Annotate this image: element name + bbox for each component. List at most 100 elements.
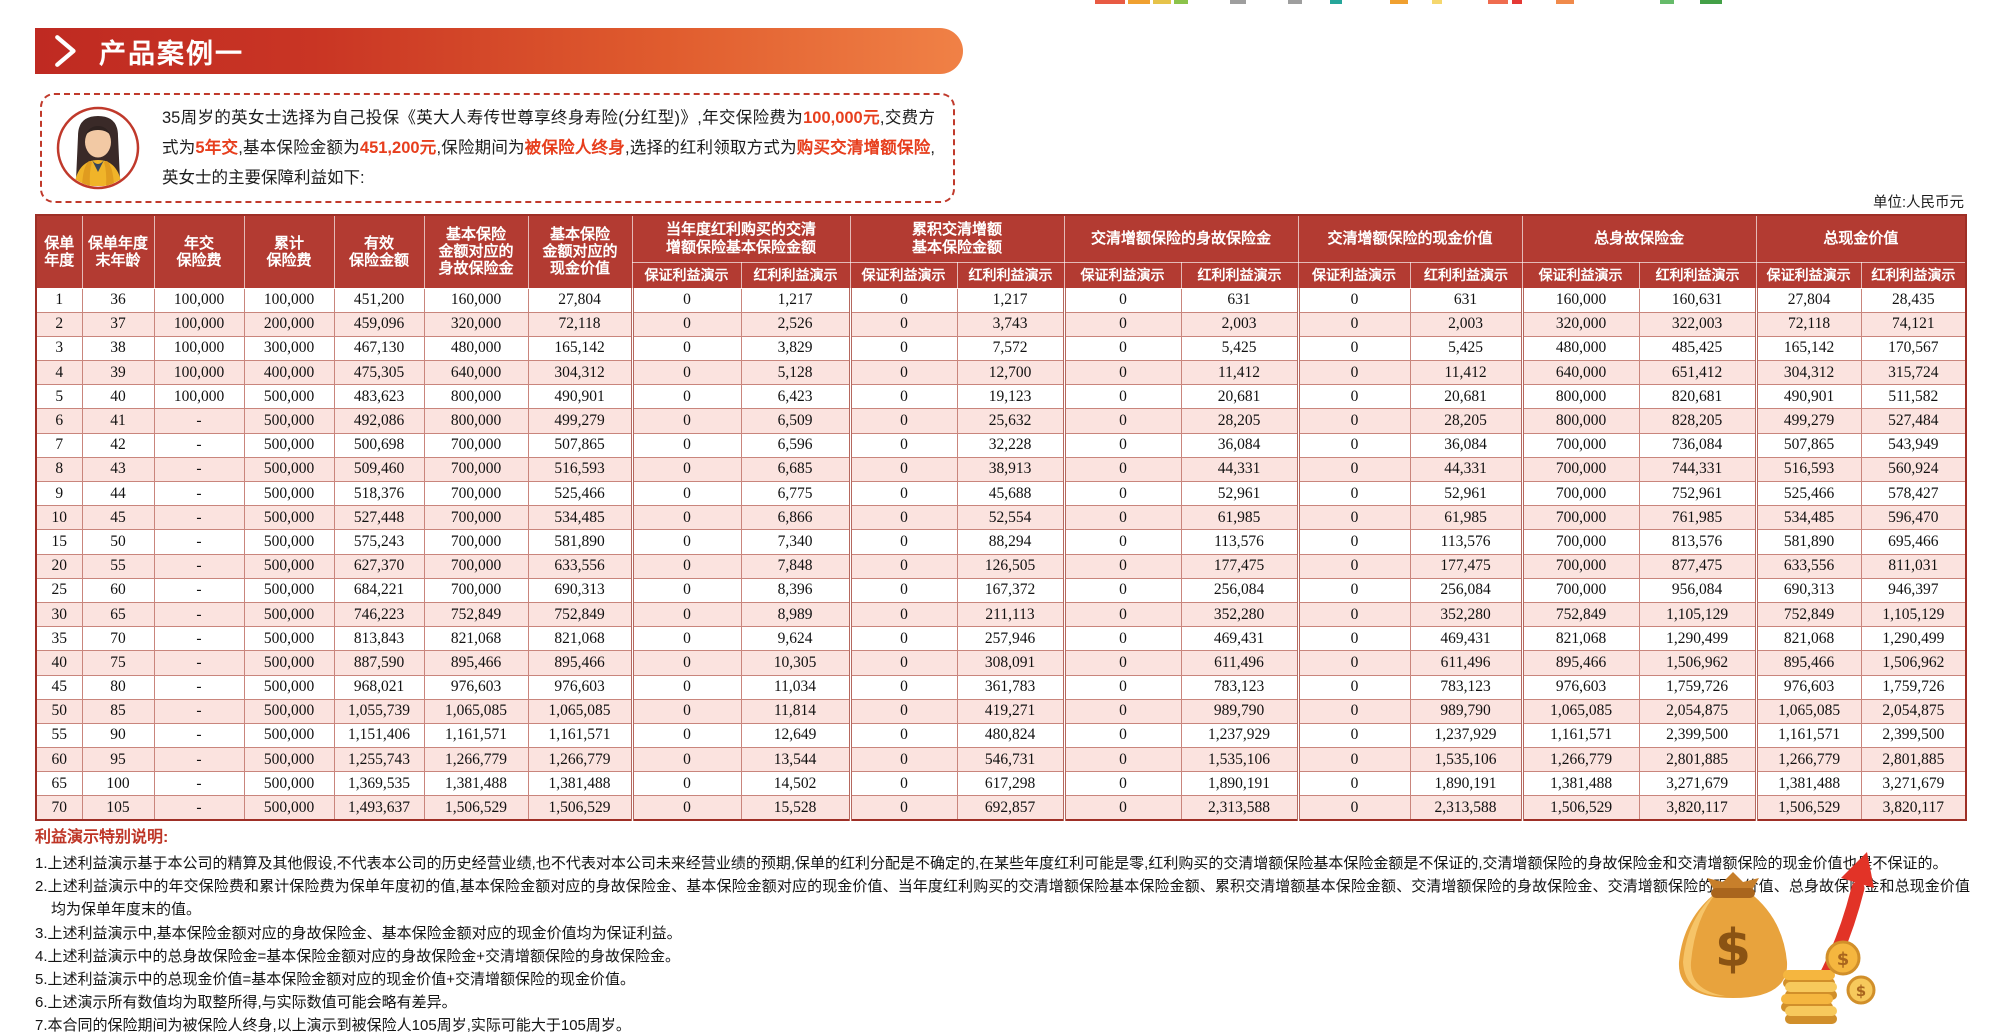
table-cell: 0 — [848, 698, 958, 724]
top-edge-artifact — [0, 0, 2000, 5]
table-cell: 783,123 — [1409, 674, 1523, 700]
table-cell: 44 — [81, 480, 155, 507]
table-cell: 44,331 — [1180, 456, 1299, 483]
table-cell: 500,000 — [243, 650, 335, 676]
table-cell: - — [153, 577, 245, 603]
table-cell: 36,084 — [1180, 432, 1299, 458]
table-cell: 95 — [81, 747, 155, 773]
group-header: 总现金价值 — [1755, 214, 1967, 264]
table-cell: 304,312 — [527, 360, 633, 386]
table-cell: 70 — [81, 626, 155, 652]
table-cell: 257,946 — [956, 626, 1065, 652]
table-cell: 61,985 — [1180, 505, 1299, 531]
table-body: 1 36 100,000 100,000 451,200 160,000 27,804 0 1,… — [35, 287, 1967, 821]
table-cell: 65 — [35, 771, 83, 797]
table-cell: 6,685 — [740, 456, 851, 483]
table-cell: 0 — [848, 577, 958, 603]
page-title: 产品案例一 — [99, 38, 244, 69]
table-cell: 752,849 — [527, 601, 633, 628]
table-cell: 821,068 — [1520, 626, 1640, 652]
notes-list: 1.上述利益演示基于本公司的精算及其他假设,不代表本公司的历史经营业绩,也不代表… — [35, 852, 1970, 1032]
benefit-table: 保单 年度 保单年度 末年龄 年交 保险费 累计 保险费 有效 保险金额 基本保险 金额对… — [35, 214, 1968, 822]
table-cell: 516,593 — [527, 456, 633, 483]
table-row: 50 85-500,000 1,055,739 1,065,085 1,065,085 0… — [35, 698, 1967, 724]
table-row: 3 38 100,000 300,000 467,130 480,000 165,142 0 3… — [35, 335, 1967, 362]
table-cell: 42 — [81, 432, 155, 458]
table-cell: 813,576 — [1638, 529, 1757, 555]
table-cell: 500,000 — [243, 553, 335, 579]
table-cell: 304,312 — [1754, 360, 1862, 386]
table-cell: 80 — [81, 674, 155, 700]
group-header: 当年度红利购买的交清 增额保险基本保险金额 — [631, 214, 851, 264]
table-cell: 38,913 — [956, 456, 1065, 483]
table-cell: 0 — [848, 335, 958, 362]
table-row: 1 36 100,000 100,000 451,200 160,000 27,804 0 1,… — [35, 287, 1967, 313]
table-cell: 534,485 — [527, 505, 633, 531]
table-cell: 0 — [630, 577, 742, 603]
table-cell: 0 — [630, 287, 742, 313]
column-header: 年交 保险费 — [153, 214, 245, 289]
table-cell: 27,804 — [1754, 287, 1862, 313]
table-cell: 700,000 — [423, 529, 529, 555]
table-cell: - — [153, 722, 245, 749]
table-cell: 10 — [35, 505, 83, 531]
table-cell: 0 — [848, 432, 958, 458]
table-cell: 0 — [630, 747, 742, 773]
table-cell: 0 — [1296, 287, 1411, 313]
table-cell: 3,820,117 — [1860, 795, 1967, 821]
table-cell: 167,372 — [956, 577, 1065, 603]
table-cell: 1,237,929 — [1180, 722, 1299, 749]
table-cell: 1,890,191 — [1409, 771, 1523, 797]
table-cell: 11,412 — [1180, 360, 1299, 386]
table-cell: 113,576 — [1409, 529, 1523, 555]
table-cell: 800,000 — [1520, 408, 1640, 434]
intro-highlight: 被保险人终身 — [524, 139, 625, 157]
table-cell: 744,331 — [1638, 456, 1757, 483]
table-cell: 52,961 — [1180, 480, 1299, 507]
table-cell: 105 — [81, 795, 155, 821]
intro-segment: ,交费方式为 — [162, 109, 935, 157]
table-cell: 0 — [848, 287, 958, 313]
table-cell: 0 — [1296, 529, 1411, 555]
table-cell: 700,000 — [1520, 505, 1640, 531]
table-cell: 581,890 — [1754, 529, 1862, 555]
table-cell: 90 — [81, 722, 155, 749]
table-cell: 25,632 — [956, 408, 1065, 434]
table-cell: 507,865 — [527, 432, 633, 458]
table-cell: 100 — [81, 771, 155, 797]
table-cell: 0 — [848, 553, 958, 579]
intro-segment: ,基本保险金额为 — [238, 139, 360, 157]
table-cell: 7 — [35, 432, 83, 458]
table-cell: - — [153, 626, 245, 652]
table-cell: 2,526 — [740, 311, 851, 337]
sub-column-header: 保证利益演示 — [849, 262, 958, 289]
table-cell: 811,031 — [1860, 553, 1967, 579]
table-cell: 700,000 — [423, 577, 529, 603]
table-row: 70 105-500,000 1,493,637 1,506,529 1,506,529… — [35, 795, 1967, 821]
table-cell: 0 — [848, 456, 958, 483]
intro-highlight: 5年交 — [195, 139, 239, 157]
table-cell: 0 — [1296, 505, 1411, 531]
table-cell: 0 — [1062, 456, 1182, 483]
table-cell: 0 — [630, 529, 742, 555]
table-cell: 100,000 — [153, 384, 245, 410]
table-cell: 0 — [1296, 674, 1411, 700]
table-cell: 28,435 — [1860, 287, 1967, 313]
table-cell: 315,724 — [1860, 360, 1967, 386]
table-cell: 1,266,779 — [423, 747, 529, 773]
table-cell: 611,496 — [1409, 650, 1523, 676]
table-cell: 19,123 — [956, 384, 1065, 410]
table-cell: 0 — [848, 505, 958, 531]
table-cell: 2,399,500 — [1638, 722, 1757, 749]
table-row: 8 43-500,000 509,460 700,000 516,593 0 6,685 0 3… — [35, 456, 1967, 483]
top-strip-segment — [1174, 0, 1188, 4]
notes-title: 利益演示特别说明: — [35, 829, 169, 846]
table-cell: 256,084 — [1180, 577, 1299, 603]
table-cell: 700,000 — [423, 432, 529, 458]
top-strip-segment — [1095, 0, 1125, 4]
table-cell: 11,412 — [1409, 360, 1523, 386]
table-cell: 946,397 — [1860, 577, 1967, 603]
table-cell: 752,961 — [1638, 480, 1757, 507]
table-cell: 0 — [1296, 577, 1411, 603]
table-cell: 1,065,085 — [1754, 698, 1862, 724]
